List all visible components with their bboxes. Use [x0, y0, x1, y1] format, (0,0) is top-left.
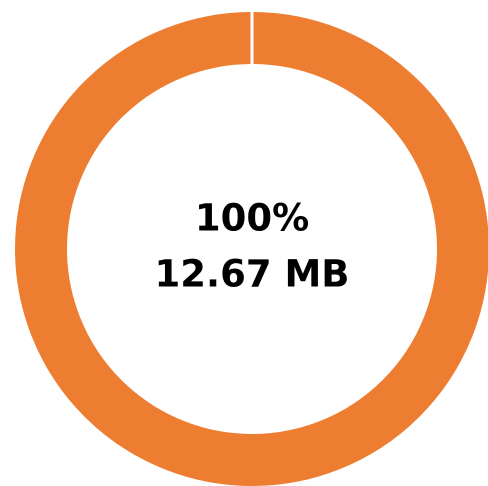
center-annotation: 12.67 MB — [155, 253, 350, 296]
center-value-label: 100% — [195, 197, 309, 240]
donut-segment — [15, 12, 488, 486]
